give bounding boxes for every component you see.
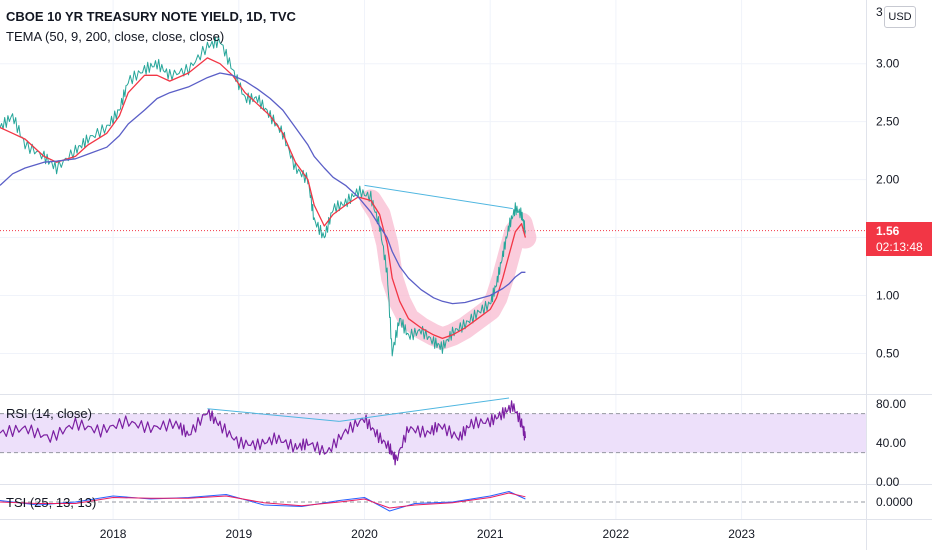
last-price-tag: 1.56 02:13:48 <box>866 222 932 256</box>
time-tick-label: 2018 <box>100 527 127 541</box>
chart-title[interactable]: CBOE 10 YR TREASURY NOTE YIELD, 1D, TVC <box>6 9 296 24</box>
tema200-series <box>0 72 526 305</box>
rsi-label[interactable]: RSI (14, close) <box>6 406 92 421</box>
rsi-divergence-line <box>207 408 340 422</box>
rsi-tick-label: 40.00 <box>876 436 906 450</box>
highlight-stroke <box>359 189 537 350</box>
tsi-signal-series <box>0 492 526 509</box>
price-tick-label: 2.00 <box>876 173 900 187</box>
time-tick-label: 2022 <box>603 527 630 541</box>
currency-button[interactable]: USD <box>884 6 916 28</box>
bar-countdown: 02:13:48 <box>876 240 923 254</box>
rsi-band <box>0 413 866 503</box>
price-tick-label: 3 <box>876 5 883 19</box>
time-tick-label: 2019 <box>225 527 252 541</box>
price-tick-label: 3.00 <box>876 57 900 71</box>
time-tick-label: 2023 <box>728 527 755 541</box>
rsi-series <box>0 400 526 466</box>
grid-lines <box>0 0 866 519</box>
price-series <box>0 36 526 357</box>
tsi-label[interactable]: TSI (25, 13, 13) <box>6 495 97 510</box>
time-tick-label: 2021 <box>477 527 504 541</box>
price-tick-label: 0.50 <box>876 346 900 360</box>
time-tick-label: 2020 <box>351 527 378 541</box>
price-tick-label: 2.50 <box>876 115 900 129</box>
rsi-divergence-line <box>339 397 510 422</box>
indicator-legend[interactable]: TEMA (50, 9, 200, close, close, close) <box>6 29 225 44</box>
tema-series <box>0 57 527 340</box>
trendline <box>364 184 513 210</box>
rsi-tick-label: 80.00 <box>876 397 906 411</box>
rsi-tick-label: 0.00 <box>876 475 900 489</box>
price-highlight <box>359 189 537 350</box>
price-tick-label: 1.00 <box>876 289 900 303</box>
tsi-tick-label: 0.0000 <box>876 495 913 509</box>
last-price-value: 1.56 <box>876 224 900 238</box>
series-layer <box>0 36 527 512</box>
tsi-series <box>0 491 526 512</box>
